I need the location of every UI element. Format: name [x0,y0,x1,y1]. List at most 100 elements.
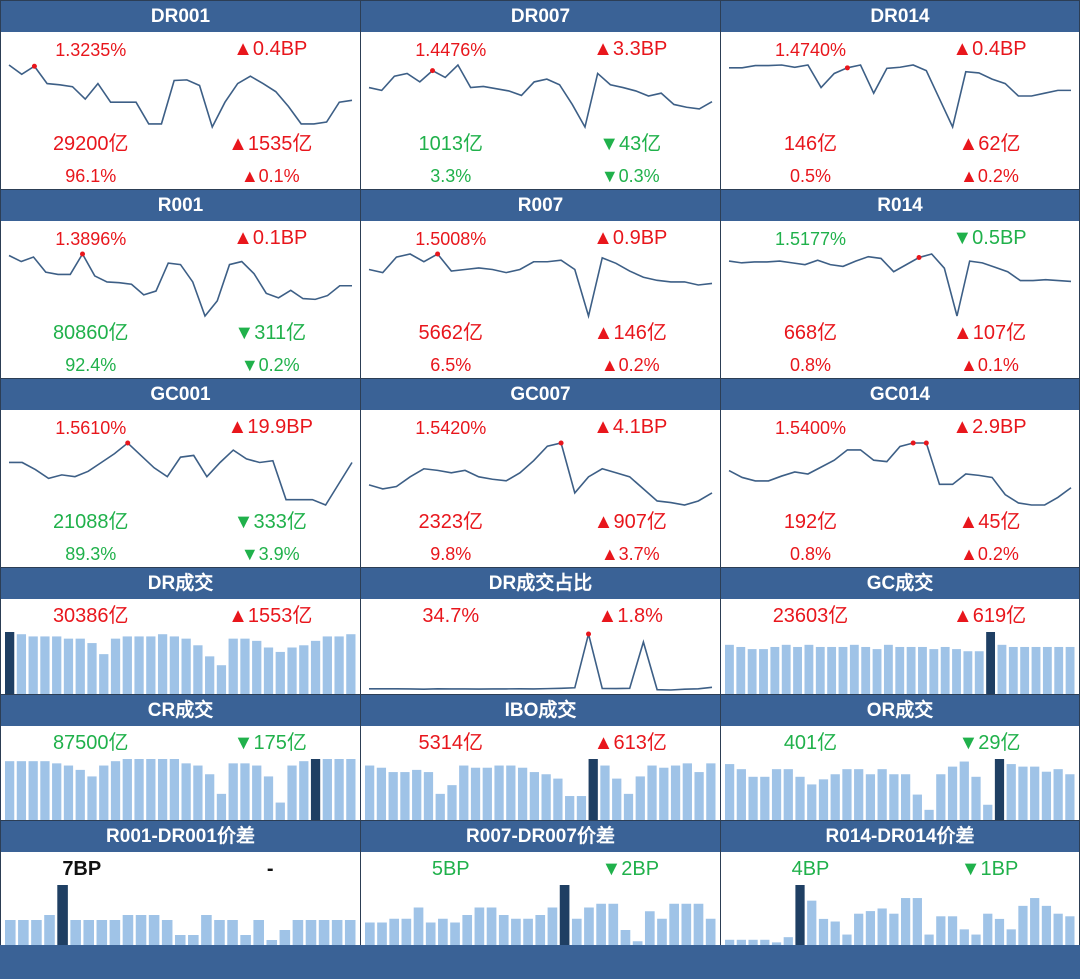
rate-value: 1.3235% [55,40,127,60]
highlight-point [430,68,436,74]
sparkline-path [368,63,713,130]
bar [322,636,332,694]
bar [344,920,356,945]
bar [681,903,692,945]
panel-title: R007-DR007价差 [361,821,720,852]
bar [365,922,375,945]
volume-panel-4: IBO成交 5314亿 ▲613亿 [360,694,721,821]
bar [983,804,993,820]
bar [736,769,746,820]
volume-bar-chart [5,759,356,820]
rate-change: ▲0.9BP [593,227,668,249]
bar [216,665,227,694]
bar [412,769,422,820]
share-change: ▲3.7% [600,544,660,564]
bar [169,636,179,694]
bar [535,915,546,945]
share-value: 0.8% [789,355,832,375]
bar [877,769,887,820]
bar [400,772,410,820]
sparkline-path [9,441,353,506]
rate-change: ▲19.9BP [227,416,313,438]
volume-change: ▲45亿 [958,511,1021,533]
bar [16,634,27,694]
bar [227,920,238,945]
volume-change: ▲107亿 [952,322,1027,344]
panel-title: GC007 [361,379,720,410]
sparkline-path [369,633,713,691]
share-change: ▲0.2% [960,544,1019,564]
bar [760,776,770,820]
bar [895,646,905,694]
bar [815,646,825,694]
bar [838,646,848,694]
bar [57,885,68,945]
bar [971,776,981,820]
bar [205,774,215,820]
rate-sparkline [728,440,1072,506]
bar [1065,774,1075,820]
bar [450,922,460,945]
bar [157,634,168,694]
bar [109,920,121,945]
bar [435,793,445,820]
share-change: ▲0.2% [600,355,660,375]
volume-value: 146亿 [783,133,838,155]
bar [1053,913,1063,945]
panel-title: GC014 [721,379,1079,410]
bar [771,769,782,820]
bar [216,793,227,820]
bar [861,646,871,694]
bar [705,918,716,945]
highlight-point [125,440,131,446]
rate-value: 1.5177% [774,229,847,249]
panel-value: 34.7% [422,605,480,627]
bar [952,649,961,694]
bar [70,920,81,945]
bar [266,940,278,945]
bar [279,930,291,945]
bar [305,920,317,945]
bar [299,761,309,820]
share-change: ▼0.3% [600,166,660,186]
bar [5,632,15,694]
volume-change: ▲146亿 [593,322,667,344]
bar [997,644,1007,694]
panel-change: ▼29亿 [958,732,1021,754]
bar [936,774,946,820]
bar [146,759,156,820]
bar [588,759,598,820]
bar [620,930,631,945]
bar [462,915,473,945]
panel-change: ▼2BP [601,858,660,880]
bar [1053,769,1063,820]
panel-value: 401亿 [783,732,838,754]
bar [865,774,876,820]
bar [498,915,509,945]
share-value: 3.3% [430,166,472,186]
bar [608,903,619,945]
bar [807,900,817,945]
bar [889,913,899,945]
bar [1042,646,1052,694]
panel-title: OR成交 [721,695,1079,726]
bar [795,885,805,945]
bar [795,776,805,820]
bar [1030,898,1040,945]
bar [783,769,793,820]
panel-change: - [266,858,274,880]
bar [854,769,864,820]
volume-bar-chart [725,759,1075,820]
bar [694,772,704,820]
bar [818,779,829,820]
rate-panel-r001: R001 1.3896% ▲0.1BP 80860亿 ▼311亿 92.4% ▼0.2% [0,189,361,379]
bar [240,763,250,820]
panel-change: ▼175亿 [233,732,307,754]
bar [541,774,551,820]
share-value: 9.8% [430,544,472,564]
bar [157,759,168,820]
bar [252,765,262,820]
share-value: 96.1% [65,166,117,186]
bar [75,638,85,694]
volume-bar-chart [365,885,716,945]
